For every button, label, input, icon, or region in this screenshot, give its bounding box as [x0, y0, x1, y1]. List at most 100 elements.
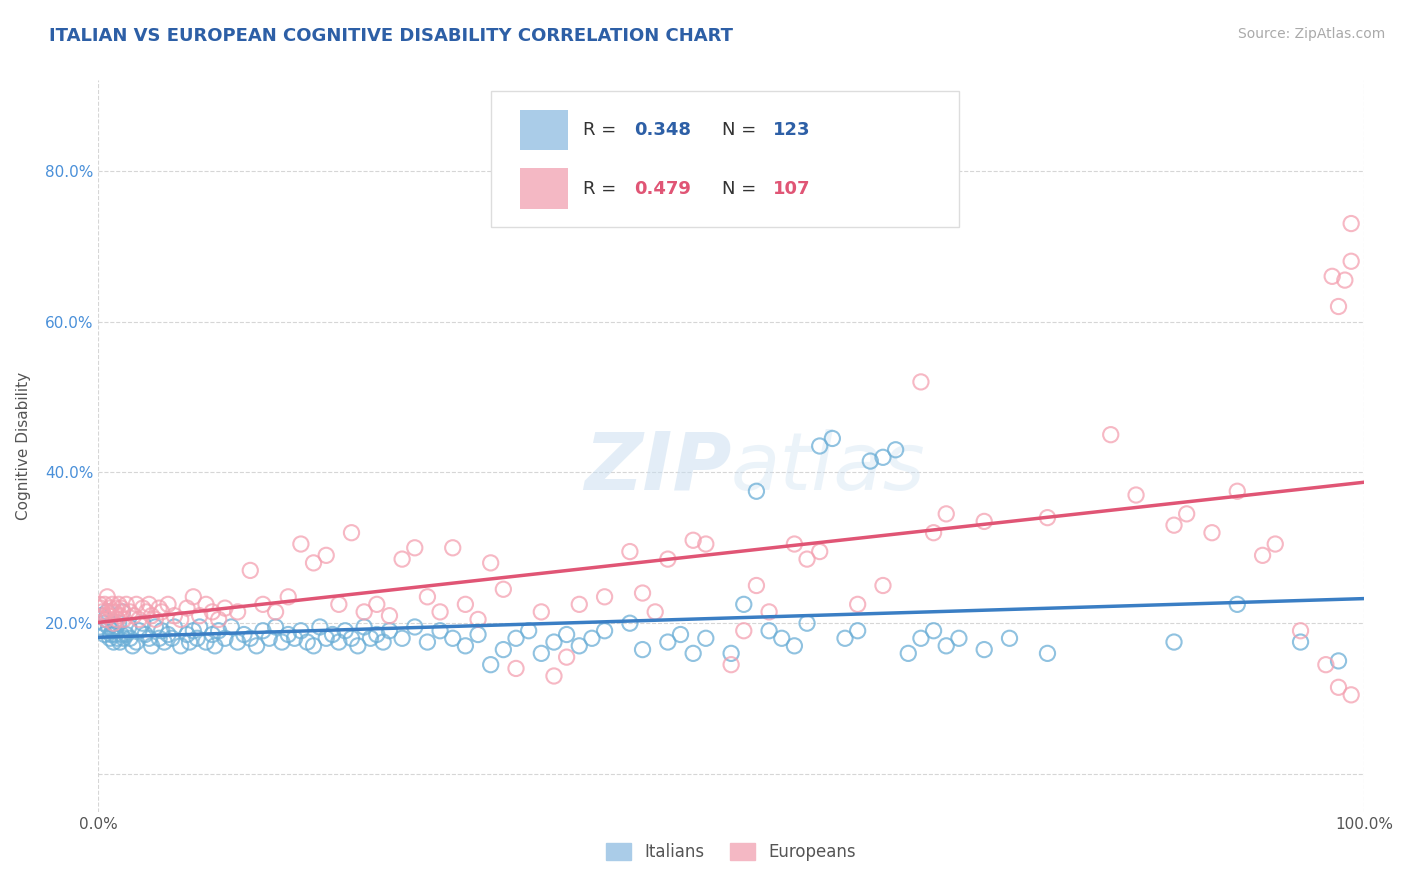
Point [111, 605, 134, 619]
Point [101, 598, 124, 612]
Point [353, 620, 375, 634]
Point [89, 598, 111, 612]
Point [105, 601, 128, 615]
Point [128, 624, 150, 638]
Text: 107: 107 [773, 179, 810, 197]
Point [183, 624, 205, 638]
Point [120, 605, 141, 619]
Point [1036, 510, 1059, 524]
Point [682, 646, 704, 660]
Point [145, 612, 166, 626]
Point [246, 639, 269, 653]
Point [135, 605, 157, 619]
Point [91, 624, 114, 638]
Point [328, 598, 350, 612]
Point [644, 605, 666, 619]
Point [360, 632, 382, 646]
Point [505, 632, 527, 646]
Point [808, 439, 831, 453]
FancyBboxPatch shape [520, 169, 568, 209]
Point [252, 598, 274, 612]
Point [118, 620, 141, 634]
Text: 123: 123 [773, 121, 810, 139]
Point [745, 484, 768, 499]
Point [264, 620, 287, 634]
Point [441, 541, 464, 555]
Point [208, 624, 231, 638]
Point [1289, 624, 1312, 638]
Point [150, 605, 173, 619]
Point [107, 616, 129, 631]
Point [100, 627, 122, 641]
Point [1264, 537, 1286, 551]
Point [922, 624, 945, 638]
Point [104, 627, 127, 641]
Point [277, 590, 299, 604]
Point [897, 646, 920, 660]
Point [543, 635, 565, 649]
Point [859, 454, 882, 468]
Text: Source: ZipAtlas.com: Source: ZipAtlas.com [1237, 27, 1385, 41]
Point [122, 608, 145, 623]
Text: 0.348: 0.348 [634, 121, 690, 139]
Point [846, 624, 869, 638]
Point [884, 442, 907, 457]
Point [517, 624, 540, 638]
Point [619, 616, 641, 631]
Point [733, 624, 755, 638]
Point [188, 620, 211, 634]
Point [284, 632, 307, 646]
Point [134, 627, 156, 641]
Point [226, 605, 249, 619]
Point [910, 375, 932, 389]
Point [176, 627, 198, 641]
Point [201, 605, 224, 619]
Point [758, 605, 780, 619]
Point [98, 632, 121, 646]
Point [530, 646, 553, 660]
Point [188, 608, 211, 623]
Point [657, 635, 679, 649]
Point [973, 515, 995, 529]
Point [568, 639, 591, 653]
Point [479, 556, 502, 570]
Point [93, 608, 115, 623]
Point [695, 632, 717, 646]
Point [214, 601, 236, 615]
Point [581, 632, 603, 646]
Point [1340, 254, 1362, 268]
Point [1201, 525, 1223, 540]
Point [1226, 484, 1249, 499]
Point [1289, 635, 1312, 649]
Point [416, 590, 439, 604]
Point [104, 605, 127, 619]
Point [120, 632, 141, 646]
Point [505, 661, 527, 675]
Point [366, 627, 388, 641]
Point [1340, 688, 1362, 702]
Point [770, 632, 793, 646]
Point [96, 605, 118, 619]
Point [90, 608, 112, 623]
Point [783, 537, 806, 551]
Point [194, 635, 218, 649]
Point [264, 605, 287, 619]
Point [111, 605, 134, 619]
Point [110, 627, 132, 641]
Point [309, 620, 332, 634]
Point [121, 639, 143, 653]
Point [1327, 300, 1350, 314]
Point [404, 620, 426, 634]
Point [872, 450, 894, 465]
Point [1333, 273, 1355, 287]
Point [148, 601, 170, 615]
Point [112, 632, 135, 646]
Point [277, 627, 299, 641]
Point [214, 632, 236, 646]
Point [90, 601, 112, 615]
Point [132, 616, 155, 631]
Point [467, 627, 489, 641]
Point [593, 624, 616, 638]
Point [910, 632, 932, 646]
Text: N =: N = [723, 121, 762, 139]
